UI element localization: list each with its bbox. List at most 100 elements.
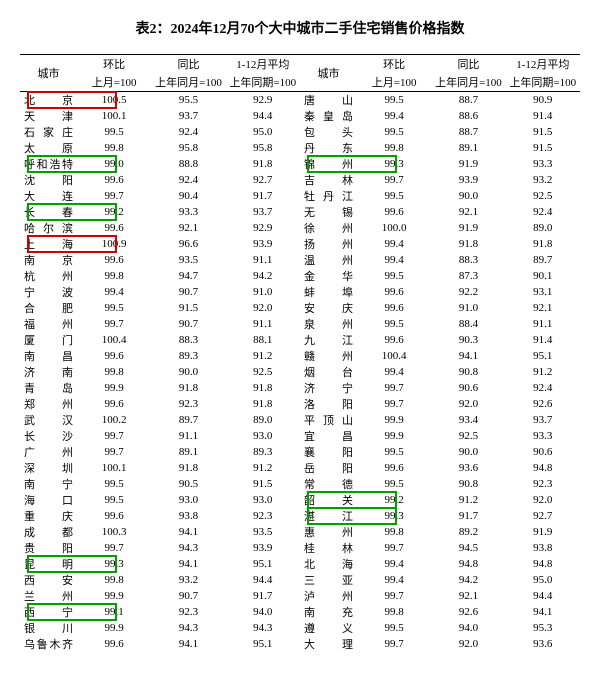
table-row: 沈 阳99.692.492.7吉 林99.793.993.2	[20, 172, 580, 188]
yoy-value: 95.5	[151, 92, 225, 109]
mom-value: 99.7	[77, 316, 151, 332]
avg-value: 91.1	[226, 252, 300, 268]
city-cell: 呼和浩特	[20, 156, 77, 172]
city-cell: 兰 州	[20, 588, 77, 604]
avg-value: 91.4	[506, 108, 580, 124]
mom-value: 99.5	[77, 476, 151, 492]
yoy-value: 93.4	[431, 412, 505, 428]
avg-value: 91.5	[506, 124, 580, 140]
mom-value: 100.0	[357, 220, 431, 236]
avg-value: 93.7	[226, 204, 300, 220]
avg-value: 89.0	[226, 412, 300, 428]
mom-value: 99.7	[357, 540, 431, 556]
yoy-value: 88.7	[431, 124, 505, 140]
avg-value: 94.4	[226, 572, 300, 588]
yoy-value: 94.1	[151, 636, 225, 652]
mom-value: 99.8	[357, 604, 431, 620]
avg-value: 90.6	[506, 444, 580, 460]
yoy-value: 89.2	[431, 524, 505, 540]
yoy-value: 94.1	[151, 524, 225, 540]
yoy-value: 90.7	[151, 284, 225, 300]
mom-value: 99.5	[77, 124, 151, 140]
yoy-value: 90.0	[151, 364, 225, 380]
avg-value: 89.0	[506, 220, 580, 236]
avg-value: 92.9	[226, 92, 300, 109]
yoy-value: 88.7	[431, 92, 505, 109]
yoy-value: 91.5	[151, 300, 225, 316]
city-cell: 九 江	[300, 332, 357, 348]
avg-value: 91.2	[506, 364, 580, 380]
city-cell: 南 充	[300, 604, 357, 620]
city-cell: 泉 州	[300, 316, 357, 332]
avg-value: 90.9	[506, 92, 580, 109]
yoy-value: 90.6	[431, 380, 505, 396]
mom-value: 99.5	[357, 92, 431, 109]
city-cell: 桂 林	[300, 540, 357, 556]
city-cell: 福 州	[20, 316, 77, 332]
mom-value: 99.7	[357, 380, 431, 396]
avg-value: 91.0	[226, 284, 300, 300]
mom-value: 99.9	[357, 428, 431, 444]
avg-value: 93.6	[506, 636, 580, 652]
yoy-value: 89.1	[431, 140, 505, 156]
yoy-value: 89.7	[151, 412, 225, 428]
avg-value: 94.8	[506, 460, 580, 476]
avg-value: 93.0	[226, 428, 300, 444]
yoy-value: 94.2	[431, 572, 505, 588]
yoy-value: 92.3	[151, 396, 225, 412]
mom-value: 99.6	[77, 396, 151, 412]
avg-value: 94.4	[506, 588, 580, 604]
city-cell: 郑 州	[20, 396, 77, 412]
yoy-value: 88.3	[431, 252, 505, 268]
avg-value: 91.8	[226, 396, 300, 412]
avg-value: 88.1	[226, 332, 300, 348]
header-avg: 1-12月平均	[226, 55, 300, 74]
yoy-value: 92.0	[431, 396, 505, 412]
avg-value: 91.8	[506, 236, 580, 252]
yoy-value: 93.9	[431, 172, 505, 188]
yoy-value: 94.7	[151, 268, 225, 284]
yoy-value: 94.1	[151, 556, 225, 572]
city-cell: 西 宁	[20, 604, 77, 620]
avg-value: 95.3	[506, 620, 580, 636]
avg-value: 92.4	[506, 204, 580, 220]
yoy-value: 91.9	[431, 220, 505, 236]
yoy-value: 91.7	[431, 508, 505, 524]
mom-value: 99.5	[357, 444, 431, 460]
avg-value: 90.1	[506, 268, 580, 284]
yoy-value: 91.8	[151, 460, 225, 476]
avg-value: 92.9	[226, 220, 300, 236]
header-mom-sub: 上月=100	[357, 73, 431, 92]
mom-value: 99.6	[77, 636, 151, 652]
mom-value: 100.4	[77, 332, 151, 348]
avg-value: 94.2	[226, 268, 300, 284]
mom-value: 99.6	[357, 460, 431, 476]
avg-value: 95.0	[226, 124, 300, 140]
yoy-value: 93.5	[151, 252, 225, 268]
yoy-value: 94.0	[431, 620, 505, 636]
table-row: 哈尔滨99.692.192.9徐 州100.091.989.0	[20, 220, 580, 236]
yoy-value: 91.9	[431, 156, 505, 172]
table-row: 兰 州99.990.791.7泸 州99.792.194.4	[20, 588, 580, 604]
mom-value: 99.8	[77, 268, 151, 284]
city-cell: 长 春	[20, 204, 77, 220]
city-cell: 唐 山	[300, 92, 357, 109]
city-cell: 温 州	[300, 252, 357, 268]
yoy-value: 90.8	[431, 364, 505, 380]
avg-value: 92.0	[506, 492, 580, 508]
yoy-value: 94.8	[431, 556, 505, 572]
mom-value: 100.3	[77, 524, 151, 540]
header-yoy-sub: 上年同月=100	[431, 73, 505, 92]
avg-value: 92.7	[506, 508, 580, 524]
mom-value: 99.9	[77, 620, 151, 636]
city-cell: 韶 关	[300, 492, 357, 508]
yoy-value: 91.1	[151, 428, 225, 444]
table-row: 西 宁99.192.394.0南 充99.892.694.1	[20, 604, 580, 620]
city-cell: 海 口	[20, 492, 77, 508]
mom-value: 99.4	[357, 556, 431, 572]
header-yoy: 同比	[151, 55, 225, 74]
mom-value: 100.5	[77, 92, 151, 109]
city-cell: 扬 州	[300, 236, 357, 252]
yoy-value: 88.6	[431, 108, 505, 124]
yoy-value: 94.5	[431, 540, 505, 556]
